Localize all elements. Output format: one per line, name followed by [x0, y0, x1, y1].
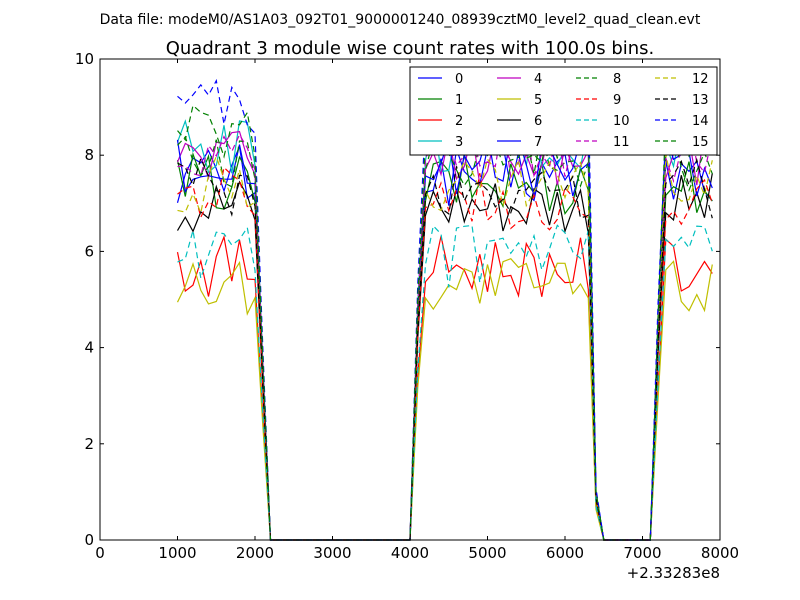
series-line-10: [177, 224, 713, 541]
legend-label-2: 2: [455, 114, 463, 129]
x-tick-label: 8000: [701, 544, 739, 562]
legend-label-0: 0: [455, 72, 463, 87]
legend-label-14: 14: [692, 114, 709, 129]
legend-label-10: 10: [613, 114, 630, 129]
legend-label-12: 12: [692, 72, 709, 87]
legend-label-15: 15: [692, 135, 709, 150]
x-tick-label: 7000: [623, 544, 661, 562]
x-tick-label: 0: [95, 544, 105, 562]
data-file-caption: Data file: modeM0/AS1A03_092T01_90000012…: [100, 12, 701, 28]
x-tick-label: 5000: [468, 544, 506, 562]
legend-label-1: 1: [455, 93, 463, 108]
chart-title: Quadrant 3 module wise count rates with …: [166, 38, 655, 59]
legend-label-3: 3: [455, 135, 463, 150]
y-tick-label: 8: [84, 146, 94, 164]
series-line-9: [177, 166, 713, 541]
y-tick-label: 2: [84, 435, 94, 453]
legend-label-4: 4: [534, 72, 542, 87]
legend-label-11: 11: [613, 135, 630, 150]
legend-label-7: 7: [534, 135, 542, 150]
series-line-12: [177, 153, 713, 541]
legend-label-5: 5: [534, 93, 542, 108]
x-tick-label: 4000: [391, 544, 429, 562]
x-tick-label: 1000: [158, 544, 196, 562]
x-tick-label: 2000: [236, 544, 274, 562]
x-axis-offset-label: +2.33283e8: [627, 564, 720, 582]
legend-box: [409, 66, 718, 156]
x-tick-label: 3000: [313, 544, 351, 562]
y-tick-label: 6: [84, 242, 94, 260]
legend-label-13: 13: [692, 93, 709, 108]
x-tick-label: 6000: [546, 544, 584, 562]
legend-label-8: 8: [613, 72, 621, 87]
y-tick-label: 4: [84, 339, 94, 357]
series-line-14: [177, 78, 713, 541]
legend-label-6: 6: [534, 114, 542, 129]
y-tick-label: 0: [84, 531, 94, 549]
series-line-5: [176, 257, 713, 541]
y-tick-label: 10: [75, 50, 94, 68]
legend-label-9: 9: [613, 93, 621, 108]
